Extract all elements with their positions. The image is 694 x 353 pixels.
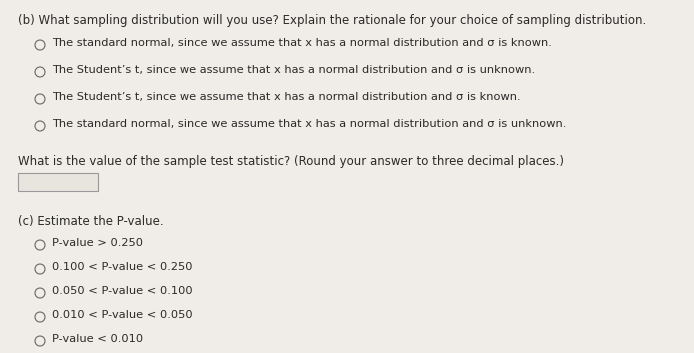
Text: P-value > 0.250: P-value > 0.250 [52, 238, 143, 248]
Text: The standard normal, since we assume that x has a normal distribution and σ is u: The standard normal, since we assume tha… [52, 119, 566, 129]
FancyBboxPatch shape [18, 173, 98, 191]
Text: The Student’s t, since we assume that x has a normal distribution and σ is known: The Student’s t, since we assume that x … [52, 92, 520, 102]
Text: What is the value of the sample test statistic? (Round your answer to three deci: What is the value of the sample test sta… [18, 155, 564, 168]
Text: (c) Estimate the P-value.: (c) Estimate the P-value. [18, 215, 164, 228]
Text: 0.100 < P-value < 0.250: 0.100 < P-value < 0.250 [52, 262, 192, 272]
Text: The standard normal, since we assume that x has a normal distribution and σ is k: The standard normal, since we assume tha… [52, 38, 552, 48]
Text: P-value < 0.010: P-value < 0.010 [52, 334, 143, 344]
Text: (b) What sampling distribution will you use? Explain the rationale for your choi: (b) What sampling distribution will you … [18, 14, 646, 27]
Text: 0.010 < P-value < 0.050: 0.010 < P-value < 0.050 [52, 310, 193, 320]
Text: 0.050 < P-value < 0.100: 0.050 < P-value < 0.100 [52, 286, 193, 296]
Text: The Student’s t, since we assume that x has a normal distribution and σ is unkno: The Student’s t, since we assume that x … [52, 65, 535, 75]
